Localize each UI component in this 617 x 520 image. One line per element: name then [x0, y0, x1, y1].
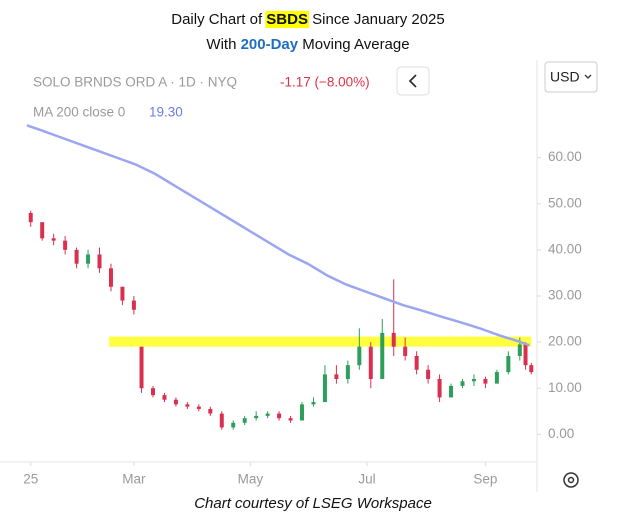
candle-body: [403, 346, 408, 356]
candle-body: [426, 369, 431, 379]
candle-body: [265, 413, 270, 416]
candle-body: [108, 268, 113, 287]
y-tick-label: 30.00: [548, 288, 582, 303]
candle-body: [208, 408, 213, 414]
collapse-icon: [408, 74, 417, 88]
candle-body: [151, 388, 155, 396]
x-tick-label: May: [238, 472, 264, 487]
symbol-info: SOLO BRNDS ORD A · 1D · NYQ: [33, 75, 237, 90]
candle-body: [529, 365, 534, 373]
title-part: Daily Chart of: [171, 11, 266, 28]
chart-panel: [0, 60, 617, 492]
title-part: Since January 2025: [308, 11, 445, 28]
candle-body: [523, 344, 528, 366]
price-change: -1.17 (−8.00%): [280, 75, 370, 90]
candle-body: [173, 399, 178, 405]
subtitle-part: With: [206, 36, 240, 53]
title-ticker: SBDS: [266, 11, 308, 28]
y-tick-label: 60.00: [548, 149, 582, 164]
candle-body: [51, 238, 56, 241]
candle-body: [63, 240, 68, 250]
settings-hub: [567, 476, 575, 484]
candle-body: [414, 355, 419, 370]
y-tick-label: 50.00: [548, 195, 582, 210]
candle-body: [311, 402, 316, 405]
candle-body: [471, 378, 476, 382]
candle-body: [162, 395, 167, 400]
candle-body: [97, 254, 102, 269]
candle-body: [139, 346, 144, 389]
collapse-button[interactable]: [396, 66, 430, 96]
source-note: Chart courtesy of LSEG Workspace: [194, 495, 432, 512]
currency-label: USD: [550, 69, 580, 85]
y-tick-label: 0.00: [548, 426, 574, 441]
candle-body: [380, 332, 385, 379]
plot-area: 0.00 10.00 20.00 30.00 40.00 50.00 60.00 25 Mar M…: [23, 124, 582, 487]
candle-body: [288, 418, 293, 421]
candle-body: [506, 355, 511, 373]
candle-body: [460, 381, 465, 386]
candle-body: [517, 344, 522, 356]
x-tick-label: Sep: [473, 472, 497, 487]
x-tick-label: Jul: [358, 472, 375, 487]
chart-subtitle: With 200-Day Moving Average: [206, 36, 409, 53]
candle-body: [494, 372, 499, 384]
candle-body: [120, 286, 125, 301]
ma-label: MA 200 close 0: [33, 105, 125, 120]
ticker-highlight: [265, 10, 309, 28]
candle-body: [231, 422, 236, 428]
candle-body: [277, 413, 282, 419]
settings-ring: [563, 472, 579, 488]
candle-body: [483, 378, 488, 384]
ma-value: 19.30: [149, 105, 183, 120]
candle-body: [300, 404, 305, 421]
y-tick-label: 20.00: [548, 334, 582, 349]
candle-body: [40, 222, 45, 239]
candle-body: [345, 365, 350, 379]
candle-body: [449, 385, 454, 398]
support-band: [109, 336, 532, 347]
currency-button[interactable]: [544, 61, 598, 93]
currency-caret: [584, 74, 592, 79]
candle-body: [322, 374, 327, 403]
candle-body: [254, 415, 259, 419]
candle-body: [86, 254, 91, 264]
candle-body: [74, 249, 79, 264]
subtitle-part: Moving Average: [298, 36, 409, 53]
candle-body: [357, 346, 362, 366]
candle-body: [368, 346, 373, 379]
candle-body: [437, 378, 442, 398]
candle-body: [28, 212, 33, 223]
subtitle-highlight: 200-Day: [241, 36, 299, 53]
settings-icon[interactable]: [563, 472, 579, 488]
moving-average-line: [26, 124, 530, 347]
y-tick-label: 40.00: [548, 241, 582, 256]
candle-body: [391, 332, 396, 347]
candle-body: [334, 374, 339, 379]
candle-body: [131, 300, 136, 310]
x-tick-label: Mar: [122, 472, 146, 487]
candle-body: [219, 413, 224, 428]
candle-body: [196, 406, 201, 409]
y-tick-label: 10.00: [548, 380, 582, 395]
chart-title: Daily Chart of SBDS Since January 2025: [171, 11, 445, 28]
x-tick-label: 25: [23, 472, 38, 487]
candle-body: [185, 404, 190, 407]
candle-body: [242, 418, 247, 423]
